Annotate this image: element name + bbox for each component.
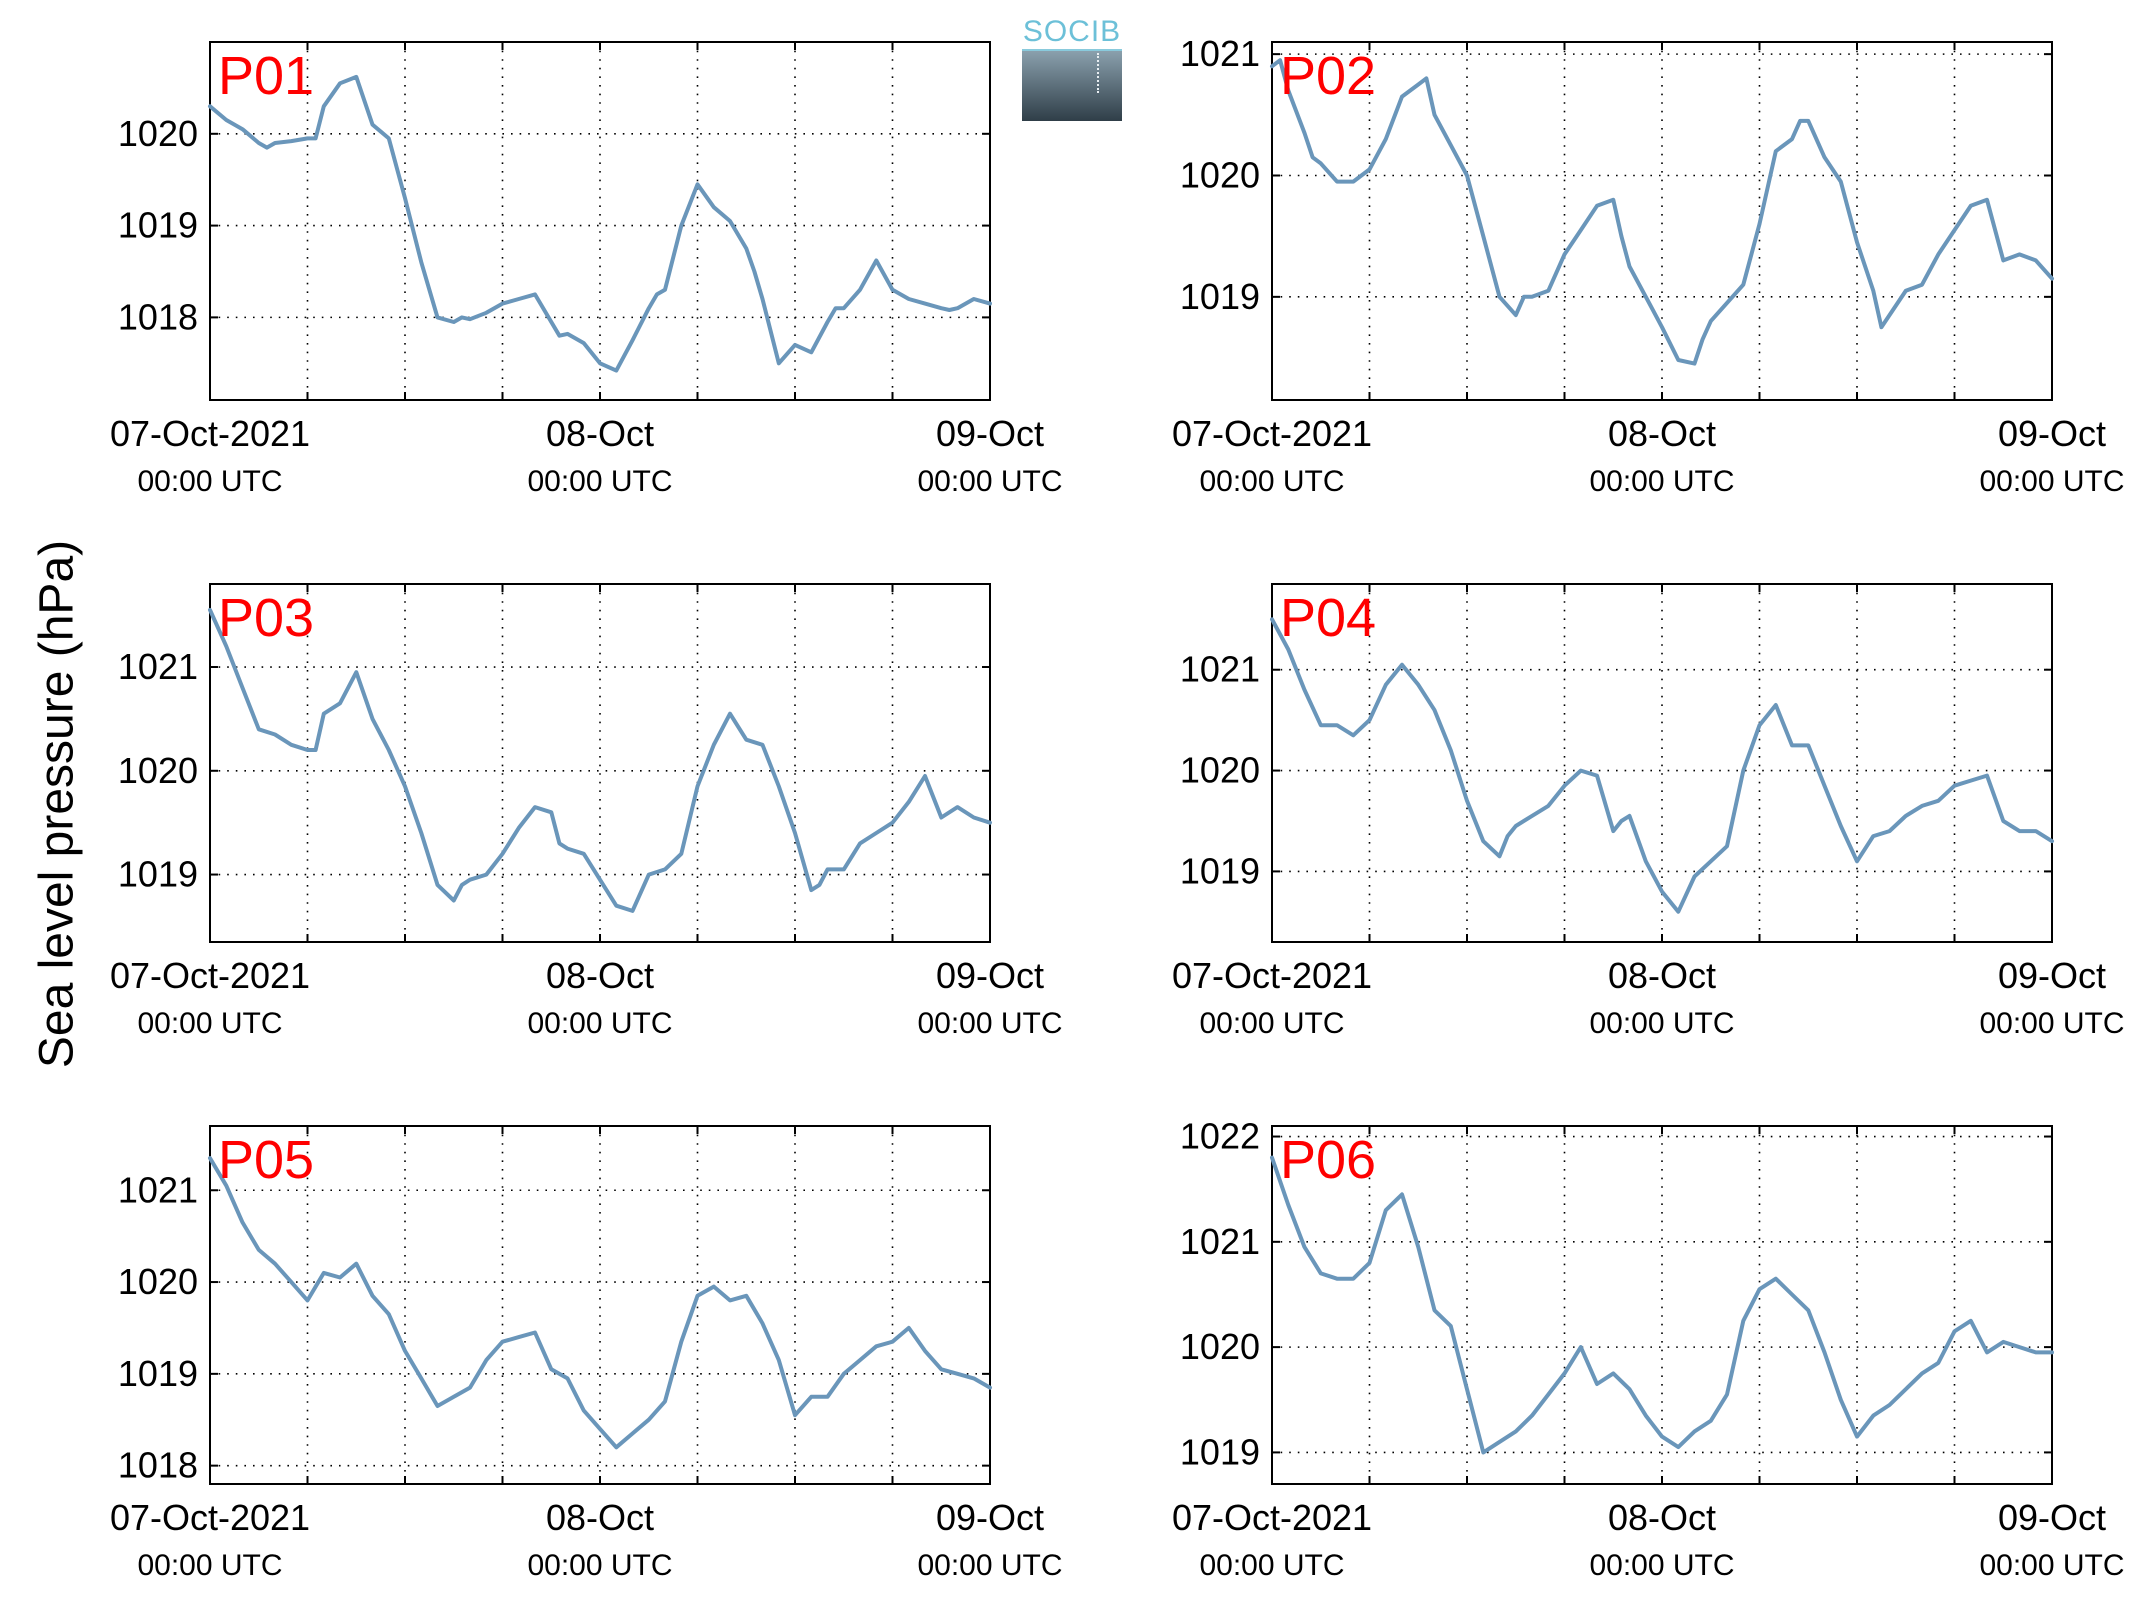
- x-tick-label-time: 00:00 UTC: [527, 1007, 672, 1040]
- x-tick-label-time: 00:00 UTC: [137, 1549, 282, 1582]
- y-tick-label: 1019: [118, 854, 198, 895]
- y-tick-label: 1020: [1180, 1326, 1260, 1367]
- y-tick-label: 1021: [1180, 1221, 1260, 1262]
- x-tick-label-time: 00:00 UTC: [137, 465, 282, 498]
- series-line-p05: [208, 1156, 992, 1450]
- y-tick-label: 1019: [1180, 1431, 1260, 1472]
- x-tick-label-date: 09-Oct: [936, 1497, 1044, 1538]
- y-tick-label: 1019: [1180, 276, 1260, 317]
- axes-box: [1271, 1125, 2053, 1485]
- axes-box: [209, 41, 991, 401]
- x-tick-label-date: 07-Oct-2021: [1172, 955, 1372, 996]
- panel-label: P01: [218, 46, 314, 106]
- x-tick-label-date: 08-Oct: [1608, 955, 1716, 996]
- x-tick-label-time: 00:00 UTC: [1979, 465, 2124, 498]
- y-tick-label: 1020: [118, 750, 198, 791]
- x-tick-label-time: 00:00 UTC: [1589, 1549, 1734, 1582]
- series-line-p02: [1270, 58, 2054, 366]
- series-line-p04: [1270, 617, 2054, 914]
- x-tick-label-date: 09-Oct: [936, 413, 1044, 454]
- y-tick-label: 1019: [118, 1353, 198, 1394]
- y-tick-label: 1021: [1180, 33, 1260, 74]
- x-tick-label-time: 00:00 UTC: [1199, 1007, 1344, 1040]
- panel-label: P05: [218, 1130, 314, 1190]
- panel-p01: 1018 1019 1020 07-Oct-2021 00:00 UTC 08-Oct 00…: [110, 41, 1063, 498]
- panel-p03: 1019 1020 1021 07-Oct-2021 00:00 UTC 08-Oct 00…: [110, 583, 1063, 1040]
- x-tick-label-time: 00:00 UTC: [917, 465, 1062, 498]
- series-line-p01: [208, 74, 992, 373]
- panel-label: P02: [1280, 46, 1376, 106]
- panel-p06: 1019 1020 1021 1022 07-Oct-2021 00:00 UTC 08-O…: [1172, 1116, 2125, 1582]
- y-tick-label: 1021: [1180, 649, 1260, 690]
- x-tick-label-date: 07-Oct-2021: [110, 413, 310, 454]
- y-tick-label: 1021: [118, 646, 198, 687]
- x-tick-label-date: 07-Oct-2021: [110, 1497, 310, 1538]
- x-tick-label-date: 09-Oct: [1998, 1497, 2106, 1538]
- socib-logo: SOCIB: [1022, 15, 1122, 121]
- y-tick-label: 1022: [1180, 1116, 1260, 1157]
- x-tick-label-time: 00:00 UTC: [1199, 1549, 1344, 1582]
- x-tick-label-time: 00:00 UTC: [527, 1549, 672, 1582]
- logo-text: SOCIB: [1022, 15, 1122, 48]
- series-line-p06: [1270, 1155, 2054, 1455]
- x-tick-label-date: 08-Oct: [546, 413, 654, 454]
- panel-label: P03: [218, 588, 314, 648]
- y-tick-label: 1019: [1180, 850, 1260, 891]
- panel-p02: 1019 1020 1021 07-Oct-2021 00:00 UTC 08-Oct 00…: [1172, 33, 2125, 498]
- x-tick-label-time: 00:00 UTC: [1589, 1007, 1734, 1040]
- x-tick-label-time: 00:00 UTC: [917, 1007, 1062, 1040]
- logo-block: [1022, 51, 1122, 121]
- panel-p05: 1018 1019 1020 1021 07-Oct-2021 00:00 UTC 08-O…: [110, 1125, 1063, 1582]
- x-tick-label-time: 00:00 UTC: [917, 1549, 1062, 1582]
- x-tick-label-date: 08-Oct: [546, 955, 654, 996]
- x-tick-label-date: 08-Oct: [1608, 1497, 1716, 1538]
- y-tick-label: 1020: [118, 113, 198, 154]
- x-tick-label-time: 00:00 UTC: [1199, 465, 1344, 498]
- x-tick-label-date: 07-Oct-2021: [110, 955, 310, 996]
- axes-box: [1271, 41, 2053, 401]
- y-tick-label: 1018: [118, 296, 198, 337]
- x-tick-label-time: 00:00 UTC: [527, 465, 672, 498]
- y-tick-label: 1018: [118, 1445, 198, 1486]
- panel-label: P04: [1280, 588, 1376, 648]
- x-tick-label-time: 00:00 UTC: [137, 1007, 282, 1040]
- x-tick-label-date: 09-Oct: [1998, 413, 2106, 454]
- axes-box: [209, 583, 991, 943]
- y-tick-label: 1021: [118, 1169, 198, 1210]
- y-tick-label: 1020: [1180, 154, 1260, 195]
- x-tick-label-date: 09-Oct: [936, 955, 1044, 996]
- x-tick-label-date: 09-Oct: [1998, 955, 2106, 996]
- x-tick-label-date: 08-Oct: [1608, 413, 1716, 454]
- panel-p04: 1019 1020 1021 07-Oct-2021 00:00 UTC 08-Oct 00…: [1172, 583, 2125, 1040]
- y-axis-label: Sea level pressure (hPa): [30, 539, 84, 1069]
- x-tick-label-date: 07-Oct-2021: [1172, 413, 1372, 454]
- y-tick-label: 1020: [118, 1261, 198, 1302]
- y-tick-label: 1020: [1180, 750, 1260, 791]
- x-tick-label-date: 08-Oct: [546, 1497, 654, 1538]
- y-tick-label: 1019: [118, 205, 198, 246]
- x-tick-label-time: 00:00 UTC: [1979, 1549, 2124, 1582]
- x-tick-label-date: 07-Oct-2021: [1172, 1497, 1372, 1538]
- x-tick-label-time: 00:00 UTC: [1589, 465, 1734, 498]
- x-tick-label-time: 00:00 UTC: [1979, 1007, 2124, 1040]
- series-line-p03: [208, 607, 992, 913]
- panel-label: P06: [1280, 1130, 1376, 1190]
